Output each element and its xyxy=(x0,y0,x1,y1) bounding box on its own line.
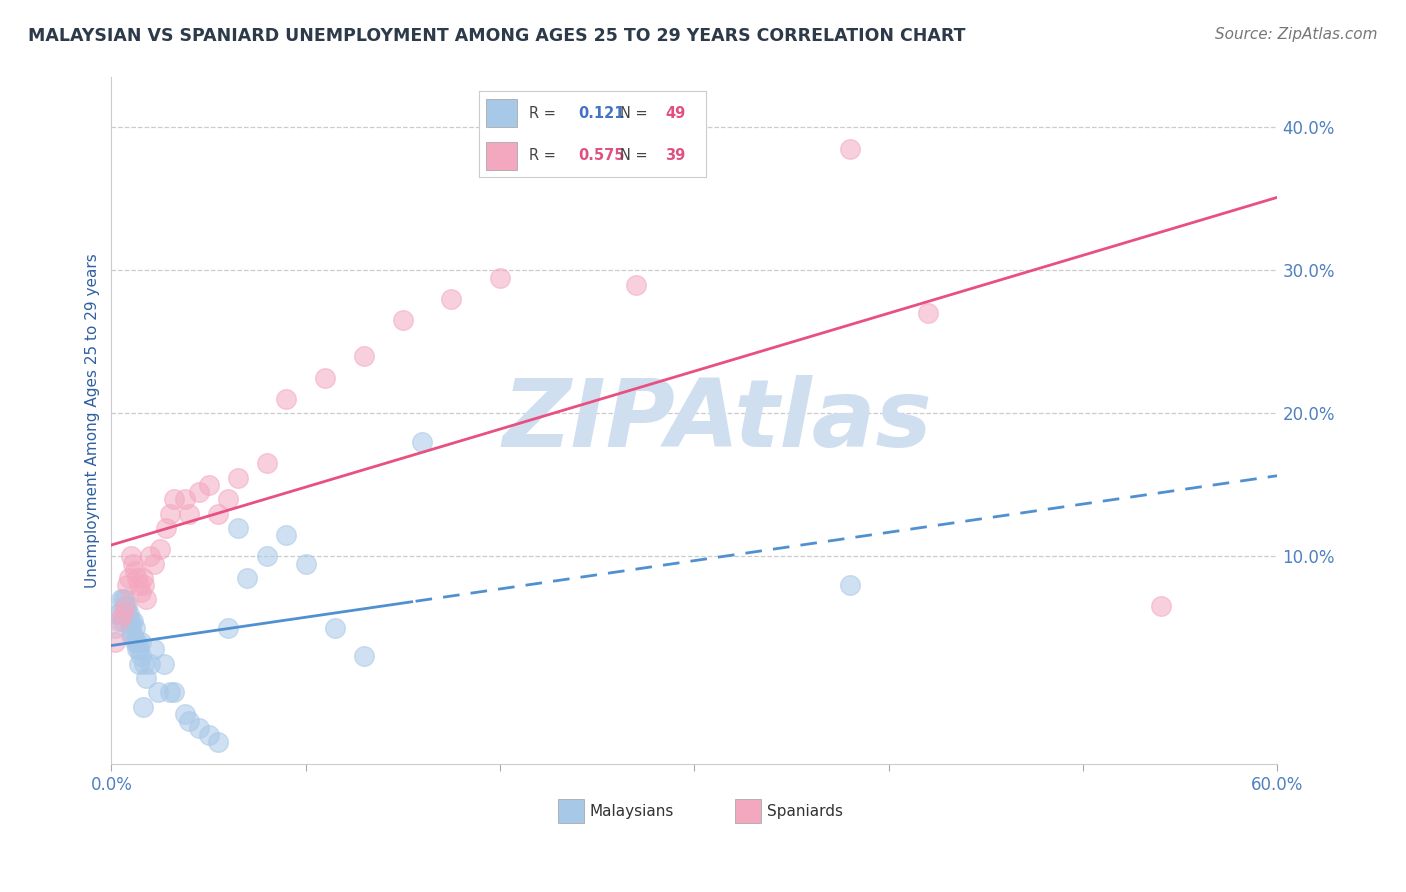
Point xyxy=(118,571,141,585)
Point xyxy=(162,685,184,699)
Point xyxy=(155,521,177,535)
Point xyxy=(121,557,143,571)
Y-axis label: Unemployment Among Ages 25 to 29 years: Unemployment Among Ages 25 to 29 years xyxy=(86,253,100,588)
Point xyxy=(118,614,141,628)
Point xyxy=(104,635,127,649)
Text: Source: ZipAtlas.com: Source: ZipAtlas.com xyxy=(1215,27,1378,42)
Point xyxy=(197,478,219,492)
Point xyxy=(489,270,512,285)
Point xyxy=(197,728,219,742)
Point xyxy=(112,607,135,621)
Point xyxy=(104,621,127,635)
Point xyxy=(294,557,316,571)
Point xyxy=(276,392,298,406)
Point xyxy=(112,614,135,628)
Point xyxy=(1150,599,1173,614)
Point xyxy=(129,649,152,664)
Point xyxy=(135,592,157,607)
Point xyxy=(159,507,181,521)
Point xyxy=(149,542,172,557)
Point xyxy=(624,277,647,292)
Point xyxy=(207,735,229,749)
Text: Spaniards: Spaniards xyxy=(766,805,842,819)
Point xyxy=(134,578,156,592)
Point xyxy=(179,714,201,728)
Point xyxy=(153,657,176,671)
Point xyxy=(129,635,152,649)
Point xyxy=(118,607,141,621)
Point xyxy=(125,571,148,585)
FancyBboxPatch shape xyxy=(735,799,761,823)
Point xyxy=(838,142,860,156)
Point xyxy=(128,657,150,671)
Point xyxy=(143,642,166,657)
Point xyxy=(120,621,142,635)
Point xyxy=(120,549,142,564)
Point xyxy=(256,549,278,564)
Point xyxy=(114,599,136,614)
Point xyxy=(112,592,135,607)
Point xyxy=(115,599,138,614)
Point xyxy=(226,521,249,535)
Point xyxy=(121,614,143,628)
Text: Malaysians: Malaysians xyxy=(589,805,673,819)
Point xyxy=(276,528,298,542)
Point xyxy=(314,370,336,384)
Point xyxy=(124,621,146,635)
FancyBboxPatch shape xyxy=(558,799,583,823)
Point xyxy=(110,592,132,607)
Point xyxy=(143,557,166,571)
Text: ZIPAtlas: ZIPAtlas xyxy=(503,375,932,467)
Point xyxy=(179,507,201,521)
Point xyxy=(108,607,131,621)
Point xyxy=(217,492,239,507)
Point xyxy=(146,685,169,699)
Point xyxy=(411,435,433,450)
Point xyxy=(105,607,128,621)
Point xyxy=(187,485,209,500)
Point xyxy=(174,492,197,507)
Point xyxy=(114,599,136,614)
Point xyxy=(135,671,157,685)
Point xyxy=(139,657,162,671)
Point xyxy=(139,549,162,564)
Point xyxy=(236,571,259,585)
Point xyxy=(125,635,148,649)
Point xyxy=(440,292,463,306)
Point xyxy=(121,628,143,642)
Point xyxy=(115,578,138,592)
Point xyxy=(129,585,152,599)
Point xyxy=(131,699,153,714)
Point xyxy=(353,349,375,363)
Point xyxy=(392,313,415,327)
Text: MALAYSIAN VS SPANIARD UNEMPLOYMENT AMONG AGES 25 TO 29 YEARS CORRELATION CHART: MALAYSIAN VS SPANIARD UNEMPLOYMENT AMONG… xyxy=(28,27,966,45)
Point xyxy=(256,457,278,471)
Point xyxy=(124,564,146,578)
Point xyxy=(187,721,209,735)
Point xyxy=(120,628,142,642)
Point xyxy=(115,607,138,621)
Point xyxy=(323,621,346,635)
Point xyxy=(174,706,197,721)
Point xyxy=(917,306,939,320)
Point xyxy=(108,614,131,628)
Point xyxy=(134,657,156,671)
Point xyxy=(128,642,150,657)
Point xyxy=(226,471,249,485)
Point xyxy=(131,571,153,585)
Point xyxy=(124,635,146,649)
Point xyxy=(207,507,229,521)
Point xyxy=(159,685,181,699)
Point xyxy=(125,642,148,657)
Point xyxy=(217,621,239,635)
Point xyxy=(120,614,142,628)
Point xyxy=(128,578,150,592)
Point xyxy=(162,492,184,507)
Point xyxy=(114,592,136,607)
Point xyxy=(353,649,375,664)
Point xyxy=(838,578,860,592)
